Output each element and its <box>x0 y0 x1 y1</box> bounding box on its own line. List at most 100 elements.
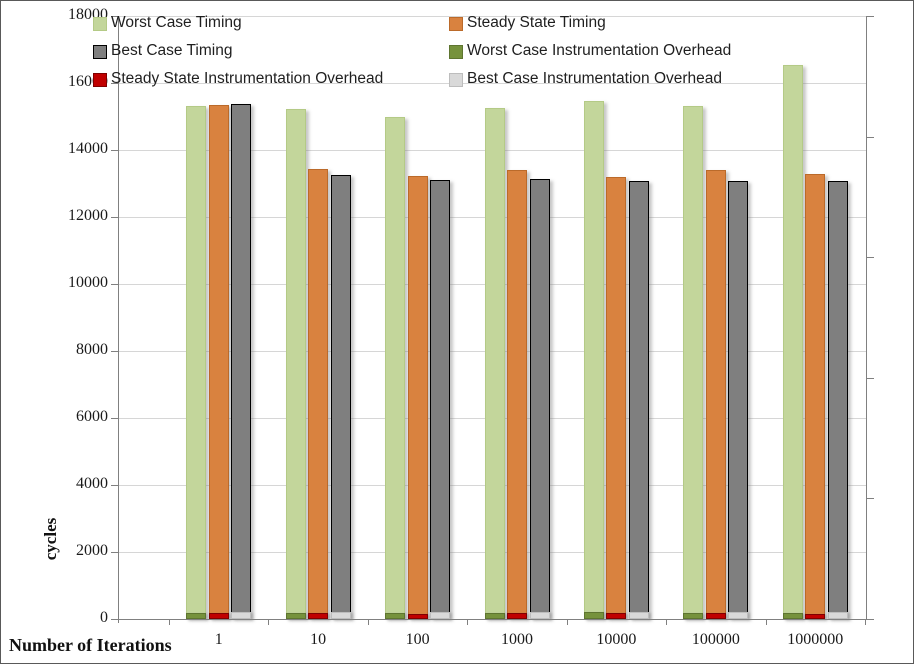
y-tick-8000 <box>111 351 118 352</box>
legend-swatch-steady-state-instrumentation-overhead <box>93 73 107 87</box>
x-tick-label-10000: 10000 <box>596 631 637 648</box>
y-tick-label-12000: 12000 <box>68 207 108 224</box>
x-tick-2 <box>367 619 369 625</box>
x-tick-5 <box>666 619 668 625</box>
bar-steady-state-instrumentation-overhead-10 <box>308 613 329 619</box>
x-tick-0 <box>169 619 170 625</box>
legend-swatch-worst-case-instrumentation-overhead <box>449 45 463 59</box>
bar-worst-case-timing-100 <box>385 116 406 619</box>
legend-label-best-case-instrumentation-overhead: Best Case Instrumentation Overhead <box>467 70 723 87</box>
legend-label-worst-case-timing: Worst Case Timing <box>111 14 242 31</box>
bar-best-case-instrumentation-overhead-1000 <box>529 612 550 619</box>
y-tick-4000 <box>111 485 118 486</box>
y-axis-line <box>118 16 119 623</box>
bar-best-case-instrumentation-overhead-10000 <box>628 612 649 619</box>
x-tick-1 <box>268 619 270 625</box>
legend-label-worst-case-instrumentation-overhead: Worst Case Instrumentation Overhead <box>467 42 732 59</box>
right-axis-tick-4 <box>867 498 874 500</box>
x-tick-label-100: 100 <box>405 631 430 648</box>
bar-steady-state-timing-100 <box>407 175 428 619</box>
bar-worst-case-instrumentation-overhead-1 <box>186 612 207 619</box>
bar-worst-case-timing-100000 <box>683 106 704 619</box>
right-axis-tick-2 <box>867 257 874 259</box>
y-tick-label-8000: 8000 <box>76 341 108 358</box>
y-tick-18000 <box>111 16 118 17</box>
bar-worst-case-timing-1 <box>186 105 207 619</box>
y-tick-label-14000: 14000 <box>68 140 108 157</box>
y-tick-14000 <box>111 150 118 151</box>
x-tick-label-1: 1 <box>214 631 223 648</box>
x-tick-6 <box>765 619 767 625</box>
bar-best-case-timing-100000 <box>728 181 749 619</box>
bar-best-case-timing-1000 <box>529 178 550 619</box>
legend-label-steady-state-timing: Steady State Timing <box>467 14 606 31</box>
x-tick-7 <box>865 619 866 625</box>
x-tick-label-10: 10 <box>310 631 327 648</box>
secondary-y-axis-line <box>866 16 867 619</box>
right-axis-tick-1 <box>867 136 874 138</box>
bar-steady-state-instrumentation-overhead-1000000 <box>805 613 826 619</box>
x-axis-title: Number of Iterations <box>9 635 172 655</box>
bar-steady-state-instrumentation-overhead-1 <box>208 613 229 619</box>
bar-worst-case-timing-1000 <box>484 108 505 619</box>
bar-worst-case-timing-10000 <box>583 101 604 619</box>
bar-worst-case-timing-1000000 <box>782 64 803 619</box>
y-tick-16000 <box>111 83 118 84</box>
y-tick-0 <box>111 619 118 620</box>
bar-best-case-instrumentation-overhead-100000 <box>728 612 749 619</box>
x-tick-label-100000: 100000 <box>691 631 740 648</box>
legend-swatch-steady-state-timing <box>449 17 463 31</box>
bar-worst-case-instrumentation-overhead-100 <box>385 612 406 619</box>
y-tick-label-4000: 4000 <box>76 475 108 492</box>
y-tick-label-6000: 6000 <box>76 408 108 425</box>
y-tick-12000 <box>111 217 118 218</box>
bar-steady-state-instrumentation-overhead-100000 <box>705 613 726 619</box>
bar-best-case-timing-1 <box>231 104 252 619</box>
bar-best-case-instrumentation-overhead-100 <box>430 612 451 619</box>
bar-best-case-instrumentation-overhead-1000000 <box>827 612 848 619</box>
y-tick-6000 <box>111 418 118 419</box>
bar-worst-case-instrumentation-overhead-1000 <box>484 612 505 619</box>
right-axis-tick-0 <box>867 16 874 17</box>
bar-steady-state-timing-1000000 <box>805 173 826 619</box>
legend-swatch-worst-case-timing <box>93 17 107 31</box>
bar-best-case-timing-1000000 <box>827 181 848 619</box>
y-tick-2000 <box>111 552 118 553</box>
right-axis-tick-5 <box>867 619 874 620</box>
x-axis-line <box>118 619 867 620</box>
legend-label-best-case-timing: Best Case Timing <box>111 42 233 59</box>
legend-swatch-best-case-instrumentation-overhead <box>449 73 463 87</box>
bar-best-case-timing-100 <box>430 180 451 619</box>
legend-swatch-best-case-timing <box>93 45 107 59</box>
x-tick-label-1000000: 1000000 <box>787 631 844 648</box>
bar-worst-case-instrumentation-overhead-10000 <box>583 612 604 619</box>
y-tick-10000 <box>111 284 118 285</box>
bar-steady-state-timing-10000 <box>606 177 627 619</box>
bar-steady-state-timing-1 <box>208 105 229 619</box>
bar-steady-state-timing-1000 <box>507 170 527 619</box>
bar-best-case-timing-10000 <box>628 180 649 619</box>
y-axis-title: cycles <box>41 517 60 561</box>
bar-steady-state-instrumentation-overhead-1000 <box>507 613 527 619</box>
bar-worst-case-instrumentation-overhead-10 <box>285 612 306 619</box>
gridline-16000 <box>118 82 866 84</box>
bar-best-case-instrumentation-overhead-10 <box>330 612 351 619</box>
bar-steady-state-instrumentation-overhead-10000 <box>606 613 627 619</box>
bar-worst-case-instrumentation-overhead-1000000 <box>782 612 803 619</box>
x-tick-4 <box>566 619 568 625</box>
bar-steady-state-instrumentation-overhead-100 <box>407 613 428 619</box>
bar-worst-case-instrumentation-overhead-100000 <box>683 612 704 619</box>
bar-best-case-timing-10 <box>330 175 351 619</box>
legend-label-steady-state-instrumentation-overhead: Steady State Instrumentation Overhead <box>111 70 384 87</box>
bar-worst-case-timing-10 <box>285 109 306 619</box>
bar-steady-state-timing-10 <box>308 169 329 619</box>
x-tick-label-1000: 1000 <box>501 631 533 648</box>
y-tick-label-2000: 2000 <box>76 542 108 559</box>
gridline-18000 <box>118 15 866 17</box>
bar-steady-state-timing-100000 <box>705 170 726 619</box>
y-tick-label-0: 0 <box>100 609 108 626</box>
x-tick-3 <box>467 619 469 625</box>
y-tick-label-10000: 10000 <box>68 274 108 291</box>
right-axis-tick-3 <box>867 377 874 379</box>
